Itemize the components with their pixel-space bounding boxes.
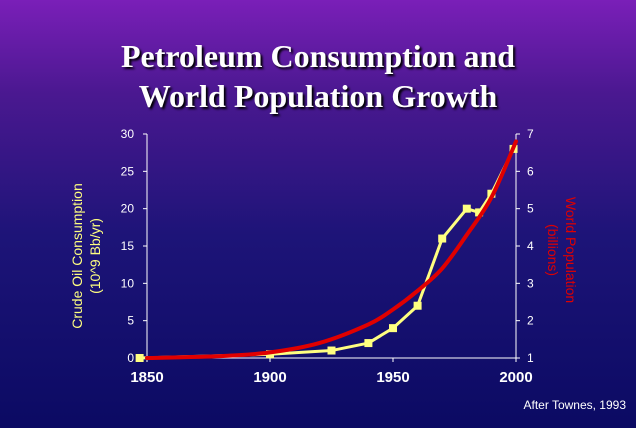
left-tick-label: 15 [121, 239, 135, 253]
right-tick-label: 7 [527, 127, 534, 141]
left-tick-label: 0 [127, 351, 134, 365]
source-credit: After Townes, 1993 [523, 398, 626, 412]
right-tick-label: 2 [527, 314, 534, 328]
chart-title: Petroleum Consumption and World Populati… [0, 36, 636, 116]
oil-consumption-point [413, 301, 422, 310]
left-tick-label: 10 [121, 276, 135, 290]
title-line-1: Petroleum Consumption and [120, 38, 516, 74]
left-axis-label: Crude Oil Consumption (10^9 Bb/yr) [69, 183, 103, 329]
x-tick-label: 1900 [253, 369, 286, 386]
right-tick-label: 1 [527, 351, 534, 365]
title-line-2: World Population Growth [138, 78, 498, 114]
oil-consumption-point [135, 354, 144, 362]
oil-consumption-point [462, 204, 471, 213]
left-tick-label: 30 [121, 127, 135, 141]
left-tick-label: 5 [127, 314, 134, 328]
right-axis-label-line: (billions) [545, 224, 561, 276]
oil-consumption-point [327, 346, 336, 355]
series-marks [135, 139, 518, 362]
right-tick-label: 3 [527, 276, 534, 290]
oil-consumption-point [389, 324, 397, 333]
left-tick-label: 20 [121, 202, 135, 216]
x-tick-label: 1950 [376, 369, 409, 386]
oil-consumption-point [364, 339, 373, 348]
axes: 0 5 10 15 20 25 30 1 2 3 4 5 6 7 1850 1900 1950 2000 Crude… [69, 127, 579, 386]
left-tick-label: 25 [121, 164, 135, 178]
left-axis-label-line: (10^9 Bb/yr) [87, 218, 103, 294]
x-tick-label: 1850 [130, 369, 163, 386]
left-axis-label-line: Crude Oil Consumption [69, 183, 85, 329]
right-axis-label: World Population(billions) [545, 197, 579, 303]
right-tick-label: 5 [527, 202, 534, 216]
oil-consumption-line [139, 148, 515, 360]
oil-consumption-point [475, 208, 484, 217]
x-tick-label: 2000 [499, 369, 532, 386]
right-tick-label: 6 [527, 164, 534, 178]
right-tick-label: 4 [527, 239, 534, 253]
right-axis-label-line: World Population [563, 197, 579, 303]
population-curve [145, 139, 518, 360]
oil-consumption-point [438, 234, 447, 243]
